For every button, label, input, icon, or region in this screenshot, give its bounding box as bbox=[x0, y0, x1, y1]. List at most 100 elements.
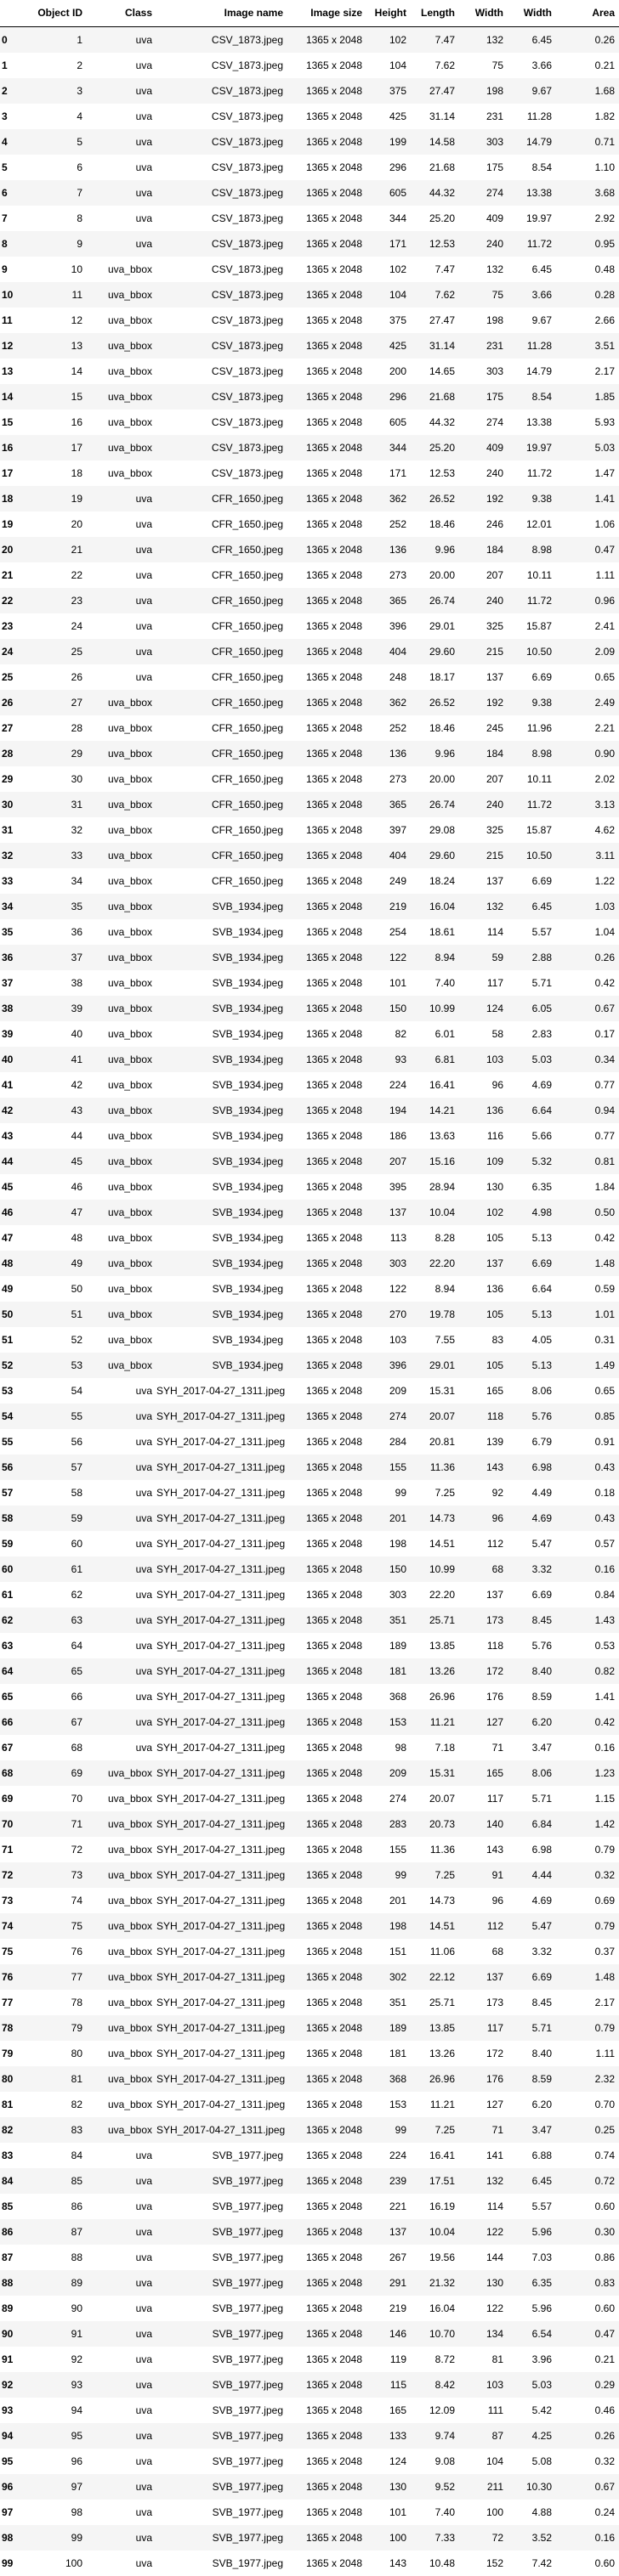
width-px-cell: 117 bbox=[486, 2021, 503, 2034]
length-cell: 20.73 bbox=[429, 1817, 455, 1830]
area-cell: 0.70 bbox=[594, 2098, 615, 2110]
object-id-cell: 98 bbox=[71, 2505, 82, 2518]
height-cell: 155 bbox=[389, 1843, 406, 1856]
area-cell: 0.26 bbox=[594, 2429, 615, 2442]
width-cell: 6.84 bbox=[531, 1817, 552, 1830]
table-row: 41 42 uva_bbox SVB_1934.jpeg 1365 x 2048 224 1… bbox=[0, 1071, 619, 1098]
area-cell: 0.47 bbox=[594, 2327, 615, 2340]
width-px-cell: 198 bbox=[486, 84, 503, 97]
width-cell: 4.69 bbox=[531, 1511, 552, 1524]
height-cell: 119 bbox=[389, 2353, 406, 2365]
area-cell: 0.86 bbox=[594, 2251, 615, 2263]
image-name-cell: SVB_1934.jpeg bbox=[212, 900, 283, 912]
image-name-cell: CFR_1650.jpeg bbox=[211, 798, 283, 811]
table-row: 19 20 uva CFR_1650.jpeg 1365 x 2048 252 18.46 2… bbox=[0, 511, 619, 537]
length-cell: 29.01 bbox=[429, 619, 455, 632]
area-cell: 1.85 bbox=[594, 390, 615, 403]
row-index: 99 bbox=[2, 2556, 14, 2569]
image-name-cell: CFR_1650.jpeg bbox=[211, 747, 283, 760]
class-cell: uva_bbox bbox=[107, 1257, 152, 1269]
class-cell: uva bbox=[135, 1486, 152, 1499]
table-row: 50 51 uva_bbox SVB_1934.jpeg 1365 x 2048 270 1… bbox=[0, 1301, 619, 1327]
table-row: 32 33 uva_bbox CFR_1650.jpeg 1365 x 2048 404 2… bbox=[0, 842, 619, 868]
width-cell: 12.01 bbox=[525, 517, 552, 530]
width-cell: 4.88 bbox=[531, 2505, 552, 2518]
class-cell: uva bbox=[135, 1690, 152, 1703]
width-cell: 8.40 bbox=[531, 2047, 552, 2059]
width-cell: 5.66 bbox=[531, 1129, 552, 1142]
length-cell: 16.41 bbox=[429, 1078, 455, 1091]
height-cell: 186 bbox=[389, 1129, 406, 1142]
image-size-cell: 1365 x 2048 bbox=[305, 2327, 362, 2340]
row-index: 60 bbox=[2, 1562, 14, 1575]
width-px-cell: 105 bbox=[486, 1308, 503, 1320]
height-cell: 351 bbox=[389, 1613, 406, 1626]
image-size-cell: 1365 x 2048 bbox=[305, 568, 362, 581]
image-size-cell: 1365 x 2048 bbox=[305, 2480, 362, 2493]
table-row: 25 26 uva CFR_1650.jpeg 1365 x 2048 248 18.17 1… bbox=[0, 664, 619, 690]
width-px-cell: 215 bbox=[486, 645, 503, 658]
class-cell: uva_bbox bbox=[107, 1894, 152, 1907]
width-px-cell: 173 bbox=[486, 1996, 503, 2008]
width-cell: 8.98 bbox=[531, 747, 552, 760]
width-cell: 4.69 bbox=[531, 1894, 552, 1907]
image-size-cell: 1365 x 2048 bbox=[305, 747, 362, 760]
length-cell: 18.61 bbox=[429, 925, 455, 938]
object-id-cell: 2 bbox=[77, 59, 82, 71]
image-name-cell: SYH_2017-04-27_1311.jpeg bbox=[156, 1537, 286, 1550]
table-row: 22 23 uva CFR_1650.jpeg 1365 x 2048 365 26.74 2… bbox=[0, 587, 619, 613]
class-cell: uva_bbox bbox=[107, 466, 152, 479]
width-cell: 6.69 bbox=[531, 1970, 552, 1983]
width-cell: 6.45 bbox=[531, 33, 552, 46]
object-id-cell: 11 bbox=[71, 288, 82, 301]
image-size-cell: 1365 x 2048 bbox=[305, 1231, 362, 1244]
image-size-cell: 1365 x 2048 bbox=[305, 1155, 362, 1167]
image-size-cell: 1365 x 2048 bbox=[305, 288, 362, 301]
object-id-cell: 72 bbox=[71, 1843, 82, 1856]
row-index: 25 bbox=[2, 670, 14, 683]
height-cell: 150 bbox=[389, 1562, 406, 1575]
row-index: 8 bbox=[2, 237, 8, 250]
length-cell: 19.56 bbox=[429, 2251, 455, 2263]
image-name-cell: CFR_1650.jpeg bbox=[211, 721, 283, 734]
table-row: 53 54 uva SYH_2017-04-27_1311.jpeg 1365 x 20… bbox=[0, 1377, 619, 1404]
class-cell: uva_bbox bbox=[107, 339, 152, 352]
width-px-cell: 112 bbox=[486, 1919, 503, 1932]
area-cell: 1.06 bbox=[594, 517, 615, 530]
object-id-cell: 19 bbox=[71, 492, 82, 505]
class-cell: uva bbox=[135, 645, 152, 658]
object-id-cell: 49 bbox=[71, 1257, 82, 1269]
width-px-cell: 71 bbox=[491, 2123, 503, 2136]
row-index: 97 bbox=[2, 2505, 14, 2518]
image-name-cell: SYH_2017-04-27_1311.jpeg bbox=[156, 1511, 286, 1524]
width-px-cell: 59 bbox=[491, 951, 503, 963]
header-image-name: Image name bbox=[156, 0, 287, 27]
length-cell: 7.40 bbox=[434, 2505, 455, 2518]
class-cell: uva_bbox bbox=[107, 1155, 152, 1167]
image-size-cell: 1365 x 2048 bbox=[305, 2072, 362, 2085]
class-cell: uva_bbox bbox=[107, 1078, 152, 1091]
height-cell: 284 bbox=[389, 1435, 406, 1448]
height-cell: 115 bbox=[389, 2378, 406, 2391]
image-name-cell: CSV_1873.jpeg bbox=[211, 212, 283, 224]
row-index: 29 bbox=[2, 772, 14, 785]
width-px-cell: 118 bbox=[486, 1409, 503, 1422]
area-cell: 0.96 bbox=[594, 594, 615, 607]
image-name-cell: SYH_2017-04-27_1311.jpeg bbox=[156, 1486, 286, 1499]
width-px-cell: 143 bbox=[486, 1460, 503, 1473]
table-row: 76 77 uva_bbox SYH_2017-04-27_1311.jpeg 1365… bbox=[0, 1963, 619, 1990]
row-index: 46 bbox=[2, 1206, 14, 1218]
image-name-cell: SVB_1977.jpeg bbox=[212, 2556, 283, 2569]
table-row: 34 35 uva_bbox SVB_1934.jpeg 1365 x 2048 219 1… bbox=[0, 893, 619, 919]
image-name-cell: CFR_1650.jpeg bbox=[211, 772, 283, 785]
table-row: 74 75 uva_bbox SYH_2017-04-27_1311.jpeg 1365… bbox=[0, 1912, 619, 1939]
image-size-cell: 1365 x 2048 bbox=[305, 1741, 362, 1754]
image-name-cell: CFR_1650.jpeg bbox=[211, 696, 283, 709]
area-cell: 1.68 bbox=[594, 84, 615, 97]
class-cell: uva_bbox bbox=[107, 1817, 152, 1830]
class-cell: uva_bbox bbox=[107, 696, 152, 709]
object-id-cell: 10 bbox=[71, 263, 82, 275]
class-cell: uva_bbox bbox=[107, 263, 152, 275]
height-cell: 143 bbox=[389, 2556, 406, 2569]
width-px-cell: 173 bbox=[486, 1613, 503, 1626]
